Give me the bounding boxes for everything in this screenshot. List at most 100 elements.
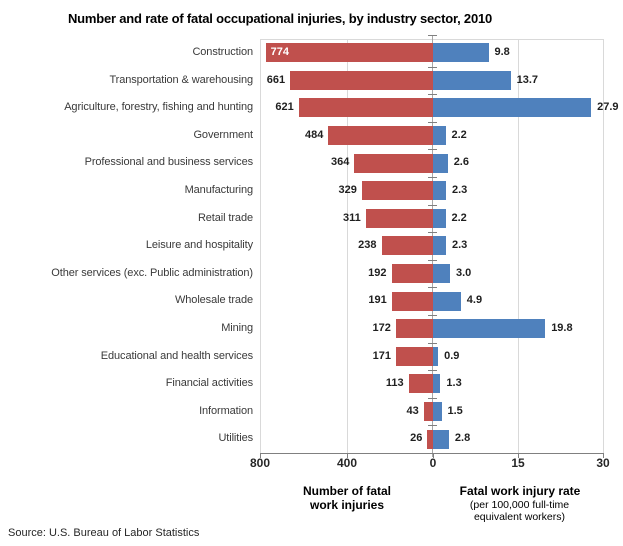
category-label: Financial activities (165, 377, 253, 390)
rate-value: 3.0 (456, 266, 472, 279)
rate-value: 2.2 (451, 211, 467, 224)
injuries-value: 43 (406, 404, 419, 417)
rate-value: 9.8 (494, 46, 510, 58)
injuries-bar (396, 346, 433, 366)
center-axis-tick (428, 259, 437, 261)
x-tick-label: 15 (511, 456, 525, 470)
category-label: Mining (221, 322, 253, 334)
center-axis-tick (428, 315, 437, 316)
x-axis-tick (347, 453, 348, 458)
injuries-bar (298, 98, 433, 118)
chart-row: Mining 172 19.8 (0, 315, 623, 343)
injuries-bar (354, 153, 433, 173)
chart-row: Construction 774 9.8 (0, 39, 623, 67)
rate-bar (433, 98, 592, 118)
center-axis-tick (428, 35, 437, 36)
rate-value: 13.7 (516, 73, 539, 86)
injuries-value: 26 (410, 432, 423, 445)
category-label: Other services (exc. Public administrati… (51, 266, 253, 279)
x-axis-tick (260, 453, 261, 458)
rate-value: 1.3 (446, 377, 462, 390)
injuries-bar (381, 236, 433, 256)
category-label: Wholesale trade (175, 294, 253, 307)
rate-bar (433, 402, 442, 422)
chart-row: Financial activities 113 1.3 (0, 370, 623, 398)
rate-value: 19.8 (551, 322, 573, 334)
injuries-bar (328, 126, 433, 146)
rate-bar (433, 429, 449, 449)
x-axis-tick (603, 453, 604, 458)
injuries-value: 171 (372, 349, 391, 362)
center-axis-tick (428, 177, 437, 178)
injuries-bar (427, 429, 433, 449)
category-label: Professional and business services (84, 156, 254, 169)
injuries-bar (391, 264, 433, 284)
category-label: Educational and health services (100, 349, 253, 362)
center-axis-tick (428, 370, 437, 372)
injuries-value: 113 (385, 377, 404, 390)
injuries-value: 192 (368, 266, 387, 279)
injuries-value: 364 (330, 156, 350, 169)
injuries-value: 172 (372, 322, 391, 334)
injuries-bar (365, 208, 433, 228)
rate-bar (433, 291, 461, 311)
category-label: Agriculture, forestry, fishing and hunti… (64, 101, 253, 114)
injuries-bar (408, 374, 433, 394)
chart-row: Professional and business services 364 2.6 (0, 149, 623, 177)
category-label: Information (199, 404, 253, 417)
category-label: Construction (192, 46, 253, 58)
rate-value: 27.9 (597, 101, 619, 114)
injuries-value: 484 (304, 128, 324, 141)
chart-row: Agriculture, forestry, fishing and hunti… (0, 94, 623, 122)
rate-bar (433, 181, 446, 201)
center-axis-tick (428, 425, 437, 427)
chart-row: Other services (exc. Public administrati… (0, 260, 623, 288)
injuries-bar (265, 43, 433, 63)
gridline-15 (518, 39, 519, 453)
center-axis-tick (428, 149, 437, 151)
injuries-bar (361, 181, 433, 201)
rate-bar (433, 126, 446, 146)
injuries-bar (423, 402, 433, 422)
rate-bar (433, 264, 450, 284)
injuries-bar (395, 319, 433, 339)
chart-row: Educational and health services 171 0.9 (0, 343, 623, 371)
center-axis-tick (428, 232, 437, 234)
rate-value: 2.3 (452, 184, 468, 196)
injuries-value: 191 (368, 294, 387, 307)
rate-bar (433, 346, 439, 366)
rate-value: 1.5 (447, 404, 463, 417)
rate-value: 4.9 (466, 294, 483, 307)
injuries-value: 311 (342, 211, 361, 224)
rate-value: 2.6 (453, 156, 469, 169)
rate-bar (433, 319, 546, 339)
rate-bar (433, 236, 446, 256)
rate-value: 0.9 (444, 349, 460, 362)
chart-title: Number and rate of fatal occupational in… (67, 11, 493, 26)
right-axis-title: Fatal work injury rate (459, 484, 581, 498)
injuries-value: 329 (338, 184, 357, 196)
x-tick-label: 0 (429, 456, 437, 470)
chart-row: Information 43 1.5 (0, 398, 623, 426)
chart-row: Transportation & warehousing 661 13.7 (0, 67, 623, 95)
category-label: Government (193, 128, 253, 141)
center-axis-tick (428, 94, 437, 96)
injuries-value: 661 (266, 73, 286, 86)
center-axis-tick (428, 342, 437, 344)
rate-bar (433, 43, 489, 63)
rate-value: 2.3 (452, 239, 468, 252)
center-axis-tick (428, 287, 437, 289)
x-axis-tick (518, 453, 519, 458)
x-tick-label: 800 (249, 456, 271, 470)
gridline-30 (603, 39, 604, 453)
chart-row: Leisure and hospitality 238 2.3 (0, 232, 623, 260)
rate-bar (433, 153, 448, 173)
category-label: Manufacturing (184, 184, 254, 196)
x-axis-tick (433, 453, 434, 458)
rate-bar (433, 208, 446, 228)
x-axis-line (260, 453, 604, 454)
injuries-bar (290, 70, 433, 90)
rate-value: 2.8 (454, 432, 471, 445)
rate-bar (433, 70, 511, 90)
